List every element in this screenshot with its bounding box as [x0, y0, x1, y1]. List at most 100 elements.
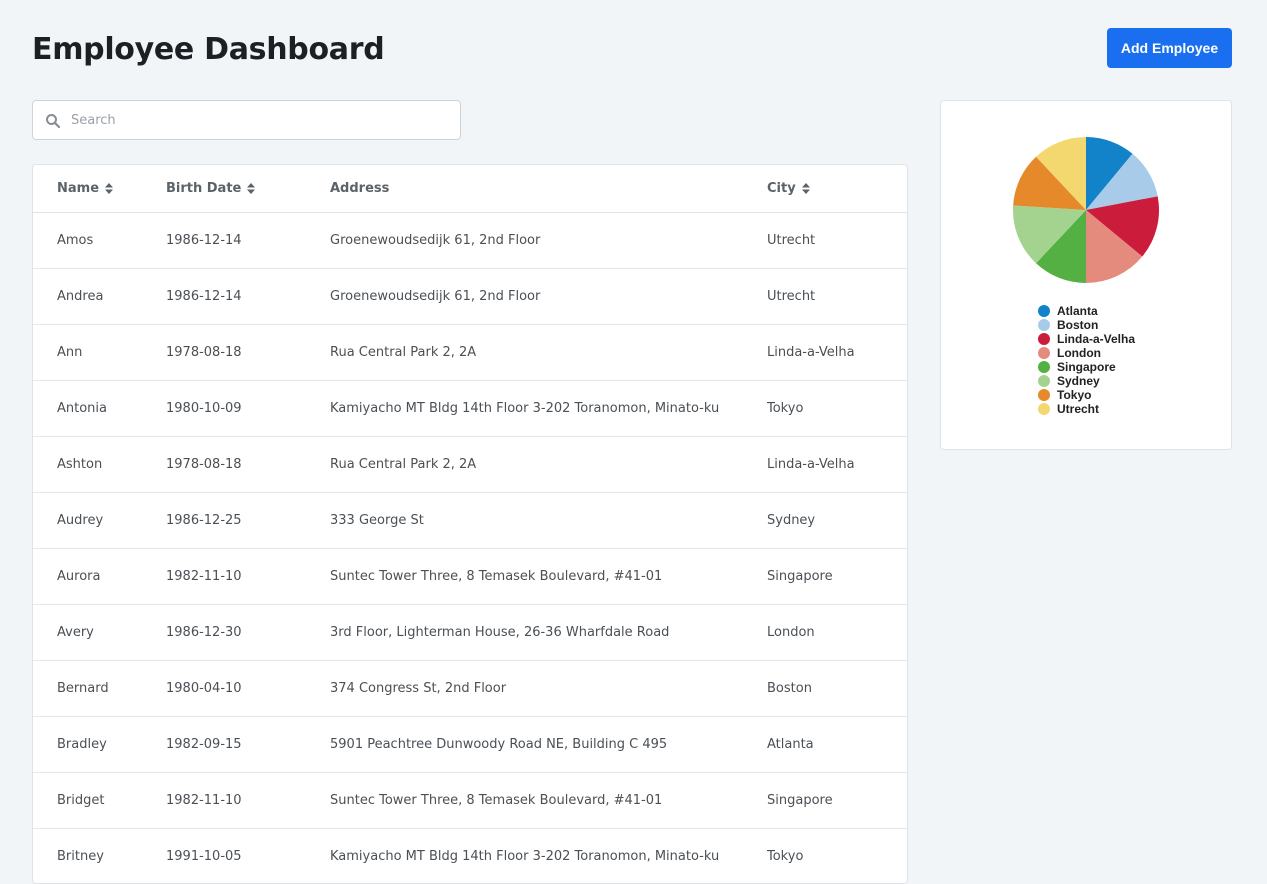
cell-name: Avery [33, 604, 142, 661]
table-row[interactable]: Andrea 1986-12-14 Groenewoudsedijk 61, 2nd… [33, 268, 907, 325]
cell-birth-date: 1991-10-05 [142, 828, 306, 883]
cell-address: Kamiyacho MT Bldg 14th Floor 3-202 Toran… [306, 828, 743, 883]
cell-city: Sydney [743, 492, 907, 549]
table-row[interactable]: Amos 1986-12-14 Groenewoudsedijk 61, 2nd F… [33, 212, 907, 269]
legend-label: Atlanta [1057, 304, 1098, 318]
legend-swatch [1038, 361, 1050, 373]
legend-label: Boston [1057, 318, 1099, 332]
column-header-label: Name [57, 180, 100, 196]
table-row[interactable]: Antonia 1980-10-09 Kamiyacho MT Bldg 14th … [33, 380, 907, 437]
cell-birth-date: 1982-11-10 [142, 548, 306, 605]
column-header-address: Address [306, 165, 743, 213]
add-employee-button[interactable]: Add Employee [1107, 28, 1232, 68]
legend-swatch [1038, 319, 1050, 331]
cell-city: Linda-a-Velha [743, 436, 907, 493]
city-pie-chart [1013, 137, 1159, 283]
employee-table: Name Birth Date Address City Amos 1986-12-14… [33, 165, 907, 883]
cell-address: 374 Congress St, 2nd Floor [306, 660, 743, 717]
column-header-label: City [767, 180, 796, 196]
table-row[interactable]: Bradley 1982-09-15 5901 Peachtree Dunwoody… [33, 716, 907, 773]
cell-city: Utrecht [743, 268, 907, 325]
table-row[interactable]: Avery 1986-12-30 3rd Floor, Lighterman Hou… [33, 604, 907, 661]
cell-birth-date: 1986-12-14 [142, 212, 306, 269]
legend-swatch [1038, 389, 1050, 401]
pie-slice-london[interactable] [1086, 210, 1143, 283]
legend-item-singapore[interactable]: Singapore [1038, 360, 1135, 374]
search-box [32, 100, 461, 140]
legend-item-utrecht[interactable]: Utrecht [1038, 402, 1135, 416]
pie-slice-utrecht[interactable] [1036, 137, 1086, 210]
sort-icon[interactable] [247, 182, 256, 194]
legend-label: Sydney [1057, 374, 1100, 388]
cell-birth-date: 1982-11-10 [142, 772, 306, 829]
column-header-name[interactable]: Name [33, 165, 142, 213]
table-row[interactable]: Ashton 1978-08-18 Rua Central Park 2, 2A Li… [33, 436, 907, 493]
employee-table-card: Name Birth Date Address City Amos 1986-12-14… [32, 164, 908, 884]
legend-item-tokyo[interactable]: Tokyo [1038, 388, 1135, 402]
pie-slice-linda-a-velha[interactable] [1086, 196, 1159, 257]
legend-swatch [1038, 375, 1050, 387]
cell-city: Utrecht [743, 212, 907, 269]
legend-label: London [1057, 346, 1101, 360]
table-row[interactable]: Bridget 1982-11-10 Suntec Tower Three, 8 T… [33, 772, 907, 829]
cell-birth-date: 1982-09-15 [142, 716, 306, 773]
legend-label: Linda-a-Velha [1057, 332, 1136, 346]
legend-item-sydney[interactable]: Sydney [1038, 374, 1135, 388]
cell-name: Amos [33, 212, 142, 269]
cell-name: Ashton [33, 436, 142, 493]
cell-address: 333 George St [306, 492, 743, 549]
search-input[interactable] [71, 101, 451, 139]
legend-label: Utrecht [1057, 402, 1100, 416]
cell-city: London [743, 604, 907, 661]
table-row[interactable]: Aurora 1982-11-10 Suntec Tower Three, 8 Te… [33, 548, 907, 605]
legend-swatch [1038, 347, 1050, 359]
pie-slice-sydney[interactable] [1013, 205, 1086, 264]
cell-name: Andrea [33, 268, 142, 325]
legend-swatch [1038, 305, 1050, 317]
sort-icon[interactable] [801, 182, 810, 194]
legend-item-london[interactable]: London [1038, 346, 1135, 360]
cell-name: Ann [33, 324, 142, 381]
cell-address: Kamiyacho MT Bldg 14th Floor 3-202 Toran… [306, 380, 743, 437]
table-row[interactable]: Britney 1991-10-05 Kamiyacho MT Bldg 14th … [33, 828, 907, 883]
cell-birth-date: 1980-10-09 [142, 380, 306, 437]
table-header-row: Name Birth Date Address City [33, 165, 907, 213]
cell-city: Tokyo [743, 828, 907, 883]
legend-item-linda-a-velha[interactable]: Linda-a-Velha [1038, 332, 1135, 346]
column-header-label: Address [330, 180, 390, 196]
cell-address: 3rd Floor, Lighterman House, 26-36 Wharf… [306, 604, 743, 661]
legend-item-atlanta[interactable]: Atlanta [1038, 304, 1135, 318]
cell-city: Atlanta [743, 716, 907, 773]
cell-city: Singapore [743, 548, 907, 605]
column-header-city[interactable]: City [743, 165, 907, 213]
pie-slice-boston[interactable] [1086, 153, 1158, 210]
pie-slice-atlanta[interactable] [1086, 137, 1133, 210]
page-title: Employee Dashboard [32, 32, 385, 67]
cell-address: 5901 Peachtree Dunwoody Road NE, Buildin… [306, 716, 743, 773]
cell-name: Bernard [33, 660, 142, 717]
pie-slice-tokyo[interactable] [1013, 156, 1086, 210]
cell-address: Groenewoudsedijk 61, 2nd Floor [306, 268, 743, 325]
column-header-birth-date[interactable]: Birth Date [142, 165, 306, 213]
cell-birth-date: 1980-04-10 [142, 660, 306, 717]
cell-address: Rua Central Park 2, 2A [306, 436, 743, 493]
table-row[interactable]: Bernard 1980-04-10 374 Congress St, 2nd Fl… [33, 660, 907, 717]
legend-label: Singapore [1057, 360, 1116, 374]
sort-icon[interactable] [105, 182, 114, 194]
pie-slice-singapore[interactable] [1036, 210, 1086, 283]
cell-address: Groenewoudsedijk 61, 2nd Floor [306, 212, 743, 269]
column-header-label: Birth Date [166, 180, 242, 196]
table-row[interactable]: Ann 1978-08-18 Rua Central Park 2, 2A Linda… [33, 324, 907, 381]
table-row[interactable]: Audrey 1986-12-25 333 George St Sydney [33, 492, 907, 549]
cell-address: Suntec Tower Three, 8 Temasek Boulevard,… [306, 548, 743, 605]
cell-birth-date: 1978-08-18 [142, 324, 306, 381]
cell-name: Audrey [33, 492, 142, 549]
cell-name: Antonia [33, 380, 142, 437]
cell-name: Bridget [33, 772, 142, 829]
cell-city: Singapore [743, 772, 907, 829]
cell-birth-date: 1986-12-30 [142, 604, 306, 661]
cell-birth-date: 1978-08-18 [142, 436, 306, 493]
cell-name: Britney [33, 828, 142, 883]
legend-item-boston[interactable]: Boston [1038, 318, 1135, 332]
chart-legend: Atlanta Boston Linda-a-Velha London Singapor… [1038, 304, 1135, 416]
